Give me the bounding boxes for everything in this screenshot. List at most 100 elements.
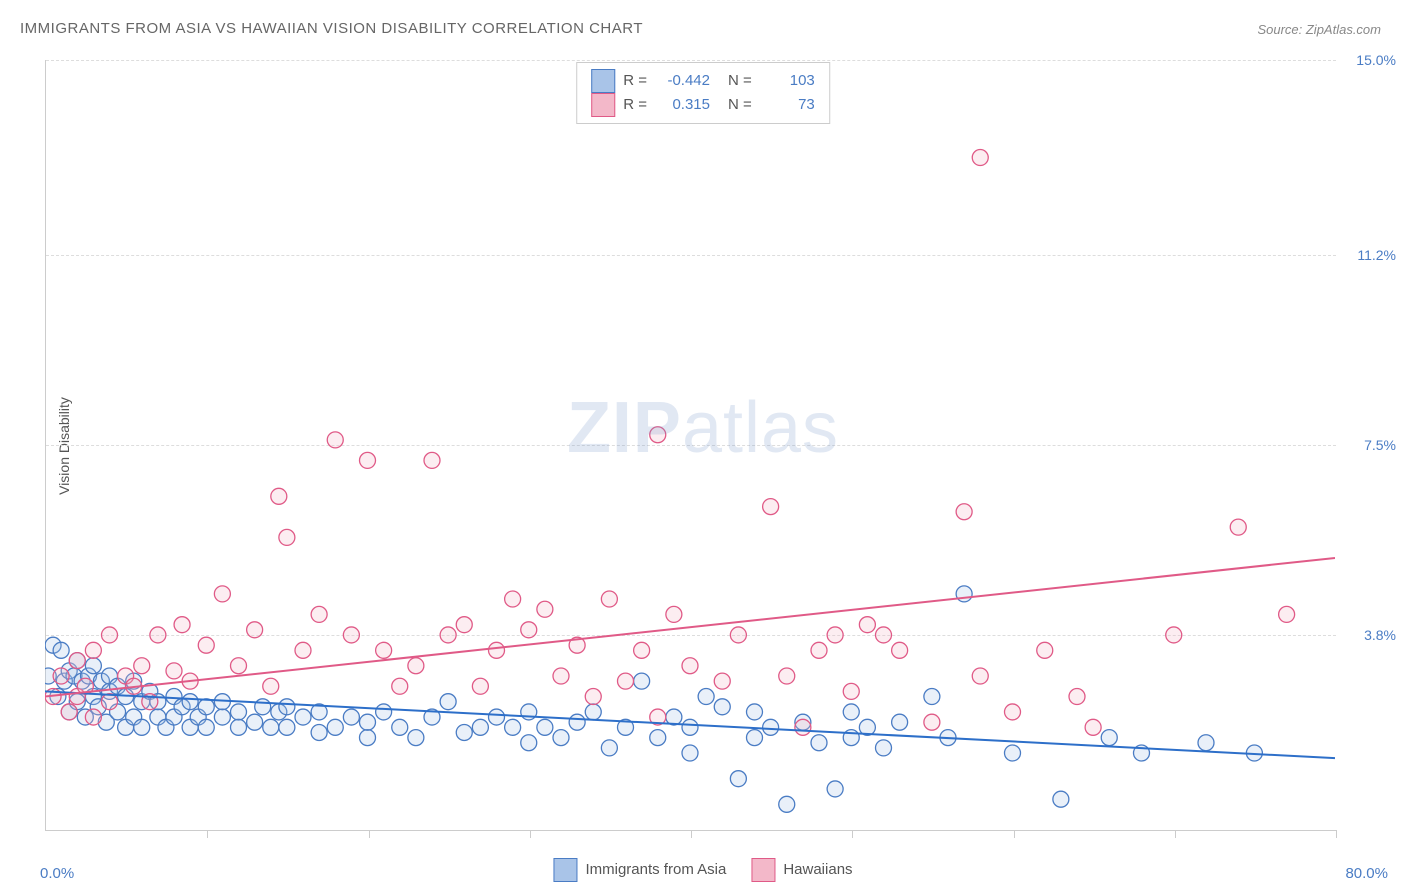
scatter-point (456, 724, 472, 740)
scatter-point (376, 704, 392, 720)
scatter-point (134, 658, 150, 674)
scatter-point (392, 719, 408, 735)
legend-swatch-hawaiian (751, 858, 775, 882)
scatter-point (634, 673, 650, 689)
scatter-point (247, 622, 263, 638)
x-tick (530, 830, 531, 838)
scatter-point (682, 719, 698, 735)
source-credit: Source: ZipAtlas.com (1257, 22, 1381, 37)
source-name: ZipAtlas.com (1306, 22, 1381, 37)
scatter-point (343, 627, 359, 643)
stats-row-asia: R = -0.442 N = 103 (591, 69, 815, 93)
scatter-point (601, 591, 617, 607)
scatter-point (811, 735, 827, 751)
scatter-point (61, 704, 77, 720)
stats-row-hawaiian: R = 0.315 N = 73 (591, 93, 815, 117)
scatter-point (279, 719, 295, 735)
scatter-point (682, 745, 698, 761)
scatter-point (730, 627, 746, 643)
scatter-point (892, 642, 908, 658)
swatch-asia (591, 69, 615, 93)
scatter-point (311, 724, 327, 740)
scatter-point (85, 658, 101, 674)
scatter-point (730, 771, 746, 787)
scatter-point (537, 601, 553, 617)
scatter-point (247, 714, 263, 730)
scatter-point (763, 719, 779, 735)
scatter-point (956, 586, 972, 602)
trend-line (45, 558, 1335, 697)
r-label: R = (623, 93, 647, 117)
scatter-point (876, 740, 892, 756)
scatter-point (682, 658, 698, 674)
scatter-point (827, 627, 843, 643)
scatter-point (698, 689, 714, 705)
scatter-point (763, 499, 779, 515)
scatter-point (472, 719, 488, 735)
scatter-point (198, 637, 214, 653)
r-label: R = (623, 69, 647, 93)
scatter-point (779, 668, 795, 684)
chart-container: IMMIGRANTS FROM ASIA VS HAWAIIAN VISION … (0, 0, 1406, 892)
scatter-point (521, 735, 537, 751)
scatter-point (1230, 519, 1246, 535)
scatter-point (360, 452, 376, 468)
scatter-point (271, 488, 287, 504)
scatter-point (231, 658, 247, 674)
scatter-point (1085, 719, 1101, 735)
swatch-hawaiian (591, 93, 615, 117)
n-value-hawaiian: 73 (760, 93, 815, 117)
scatter-point (795, 719, 811, 735)
scatter-point (650, 730, 666, 746)
scatter-point (102, 627, 118, 643)
scatter-point (747, 704, 763, 720)
scatter-point (263, 719, 279, 735)
x-tick (1336, 830, 1337, 838)
scatter-point (827, 781, 843, 797)
scatter-point (376, 642, 392, 658)
scatter-point (892, 714, 908, 730)
scatter-point (956, 504, 972, 520)
scatter-point (1101, 730, 1117, 746)
scatter-point (1053, 791, 1069, 807)
scatter-point (666, 606, 682, 622)
scatter-point (53, 642, 69, 658)
scatter-point (553, 668, 569, 684)
legend-label-asia: Immigrants from Asia (585, 861, 726, 878)
x-tick (691, 830, 692, 838)
scatter-point (1037, 642, 1053, 658)
scatter-point (198, 719, 214, 735)
scatter-point (1069, 689, 1085, 705)
scatter-point (1198, 735, 1214, 751)
scatter-point (489, 709, 505, 725)
scatter-point (779, 796, 795, 812)
scatter-point (231, 704, 247, 720)
chart-title: IMMIGRANTS FROM ASIA VS HAWAIIAN VISION … (20, 20, 643, 37)
n-value-asia: 103 (760, 69, 815, 93)
scatter-point (85, 709, 101, 725)
scatter-point (585, 704, 601, 720)
scatter-point (972, 668, 988, 684)
x-tick (1175, 830, 1176, 838)
scatter-point (182, 694, 198, 710)
scatter-point (505, 591, 521, 607)
scatter-point (166, 663, 182, 679)
scatter-point (924, 714, 940, 730)
n-label: N = (728, 69, 752, 93)
scatter-point (747, 730, 763, 746)
scatter-point (1005, 704, 1021, 720)
scatter-point (714, 699, 730, 715)
y-tick-label: 7.5% (1341, 437, 1396, 453)
scatter-point (1279, 606, 1295, 622)
scatter-point (327, 432, 343, 448)
scatter-point (408, 658, 424, 674)
scatter-point (150, 627, 166, 643)
scatter-point (327, 719, 343, 735)
x-tick (1014, 830, 1015, 838)
scatter-point (811, 642, 827, 658)
scatter-point (295, 642, 311, 658)
scatter-point (972, 150, 988, 166)
bottom-legend: Immigrants from Asia Hawaiians (553, 858, 852, 882)
legend-label-hawaiian: Hawaiians (783, 861, 852, 878)
x-tick (852, 830, 853, 838)
